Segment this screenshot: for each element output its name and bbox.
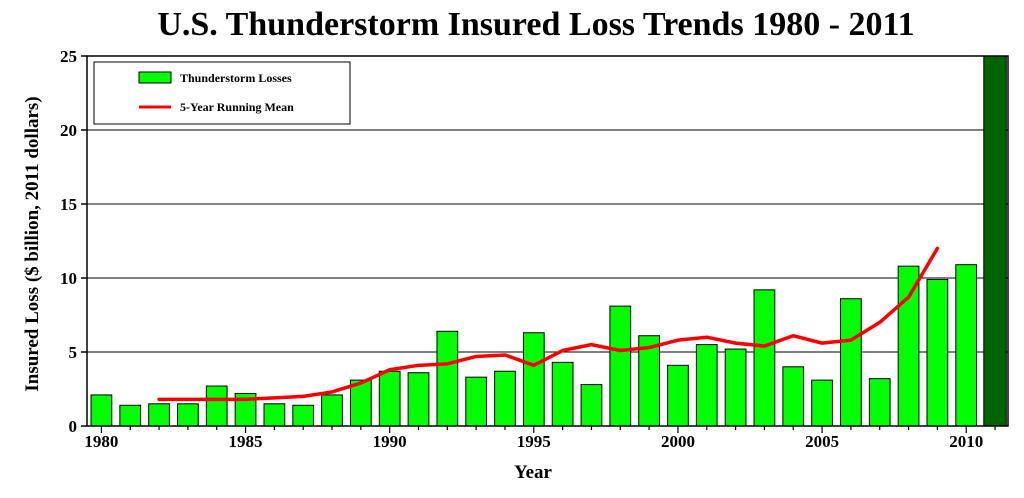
bar-2004 bbox=[782, 366, 805, 427]
y-tick-label: 10 bbox=[60, 269, 77, 288]
bar-2010 bbox=[955, 264, 978, 427]
running-mean-line bbox=[157, 246, 940, 402]
bar-1997 bbox=[580, 384, 603, 427]
legend-label-line: 5-Year Running Mean bbox=[180, 100, 294, 114]
bars-layer bbox=[90, 55, 1007, 427]
y-tick-label: 5 bbox=[69, 343, 78, 362]
line-layer bbox=[157, 246, 940, 402]
bar-1996 bbox=[551, 361, 574, 427]
x-tick-label: 2005 bbox=[805, 432, 839, 451]
grid-layer bbox=[87, 129, 1008, 353]
bar-1982 bbox=[148, 403, 170, 427]
bar-1986 bbox=[263, 403, 286, 427]
x-tick-label: 1995 bbox=[517, 432, 551, 451]
y-axis-title: Insured Loss ($ billion, 2011 dollars) bbox=[22, 96, 43, 391]
legend-box bbox=[93, 61, 351, 125]
bar-1980 bbox=[90, 394, 113, 427]
x-tick-label: 1990 bbox=[373, 432, 407, 451]
bar-2000 bbox=[667, 364, 689, 427]
y-tick-label: 15 bbox=[60, 195, 77, 214]
x-tick-label: 2000 bbox=[661, 432, 695, 451]
bar-2001 bbox=[695, 344, 718, 427]
bar-1990 bbox=[378, 370, 401, 427]
bar-1984 bbox=[205, 385, 228, 427]
x-tick-label: 1985 bbox=[229, 432, 263, 451]
bar-2009 bbox=[926, 278, 949, 427]
plot-frame bbox=[86, 55, 1009, 427]
legend-label-bars: Thunderstorm Losses bbox=[180, 71, 292, 85]
bar-1992 bbox=[436, 330, 459, 427]
bar-1998 bbox=[609, 305, 632, 427]
x-axis-title: Year bbox=[514, 462, 553, 483]
legend-swatch-bars bbox=[138, 71, 172, 84]
bar-1983 bbox=[177, 403, 199, 427]
x-tick-label: 2010 bbox=[949, 432, 983, 451]
bar-2011 bbox=[983, 55, 1007, 427]
y-tick-label: 0 bbox=[69, 417, 78, 436]
bar-2006 bbox=[840, 298, 862, 427]
chart-title: U.S. Thunderstorm Insured Loss Trends 19… bbox=[157, 6, 915, 43]
bar-1995 bbox=[522, 332, 545, 427]
bar-1981 bbox=[119, 404, 142, 427]
bar-2003 bbox=[753, 289, 776, 427]
y-tick-label: 25 bbox=[60, 47, 77, 66]
bar-2008 bbox=[897, 265, 920, 427]
y-tick-label: 20 bbox=[60, 121, 77, 140]
bar-2002 bbox=[724, 348, 747, 427]
legend: Thunderstorm Losses 5-Year Running Mean bbox=[93, 61, 351, 125]
bar-1991 bbox=[407, 372, 430, 427]
ticks-layer: 0 5 10 15 20 25 1980 1985 1990 1995 2000 2005 2010 bbox=[60, 47, 996, 451]
bar-2005 bbox=[811, 379, 833, 427]
bar-2007 bbox=[868, 378, 891, 427]
x-tick-label: 1980 bbox=[84, 432, 118, 451]
bar-1988 bbox=[321, 394, 343, 427]
bar-1994 bbox=[494, 370, 516, 427]
bar-1987 bbox=[292, 404, 315, 427]
bar-1993 bbox=[465, 376, 488, 427]
